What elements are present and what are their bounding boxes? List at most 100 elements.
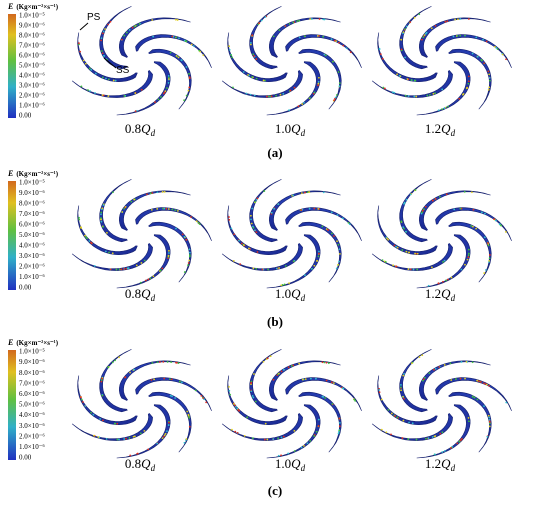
erosion-spot [420,212,423,215]
erosion-spot [97,436,100,438]
erosion-spot [185,238,188,241]
blade [268,190,341,234]
erosion-spot [123,268,126,270]
erosion-spot [78,216,80,219]
erosion-spot [380,428,383,431]
erosion-spot [167,81,170,84]
erosion-spot [483,405,485,408]
erosion-spot [95,72,97,75]
erosion-spot [251,76,253,78]
erosion-spot [410,79,413,81]
erosion-spot [188,416,191,419]
erosion-spot [318,35,320,37]
erosion-spot [192,45,195,47]
erosion-spot [403,397,405,400]
blade [222,66,303,98]
erosion-spot [102,419,104,422]
colorbar-tick-label: 4.0×10⁻⁶ [19,72,45,80]
erosion-spot [113,422,116,425]
erosion-spot [483,236,486,239]
erosion-spot [467,18,470,20]
erosion-spot [341,217,344,220]
erosion-spot [154,101,156,104]
erosion-spot [459,377,462,380]
erosion-spot [179,380,181,383]
erosion-spot [485,383,488,386]
erosion-spot [177,362,180,365]
erosion-spot [485,269,487,271]
erosion-spot [80,227,83,229]
erosion-spot [404,56,407,59]
erosion-spot [405,250,408,253]
erosion-spot [109,20,112,23]
symbol: E [7,338,13,347]
erosion-spot [278,29,281,32]
erosion-spot [256,251,259,253]
erosion-spot [309,97,311,99]
erosion-spot [151,192,154,194]
erosion-spot [162,92,165,95]
hub [276,394,304,416]
colorbar-tick-label: 1.0×10⁻⁶ [19,443,45,451]
erosion-spot [89,90,91,92]
erosion-spot [318,18,321,20]
erosion-spot [270,211,273,214]
erosion-spot [406,78,409,80]
annotation: SS [116,65,130,76]
blade [435,377,512,412]
erosion-spot [175,227,177,230]
erosion-spot [246,416,249,419]
erosion-spot [405,230,407,233]
erosion-spot [174,209,177,212]
colorbar-tick-label: 5.0×10⁻⁶ [19,62,45,70]
erosion-spot [150,209,153,211]
colorbar-tick-label: 9.0×10⁻⁶ [19,22,45,30]
erosion-spot [458,97,461,100]
colorbar-tick-label: 8.0×10⁻⁶ [19,369,45,377]
erosion-spot [190,216,192,218]
erosion-spot [181,381,183,384]
erosion-spot [456,34,459,37]
erosion-spot [303,35,306,38]
erosion-spot [345,47,348,50]
erosion-spot [382,86,385,89]
erosion-spot [267,268,269,271]
erosion-spot [394,415,396,417]
erosion-spot [430,266,433,269]
erosion-spot [415,438,418,441]
erosion-spot [338,425,341,428]
erosion-spot [163,190,166,193]
erosion-spot [413,95,416,98]
erosion-spot [337,263,340,266]
erosion-spot [156,442,159,445]
erosion-spot [166,430,168,433]
blade [418,360,491,404]
colorbar-tick-label: 4.0×10⁻⁶ [19,242,45,250]
erosion-spot [138,23,141,25]
symbol: Q [141,286,151,301]
erosion-spot [250,382,253,385]
erosion-spot [251,34,254,37]
erosion-spot [263,438,266,441]
erosion-spot [162,207,164,210]
symbol: E [7,2,13,11]
erosion-spot [184,40,187,42]
blade [399,349,433,413]
erosion-spot [471,191,473,194]
colorbar-tick-label: 5.0×10⁻⁶ [19,401,45,409]
erosion-spot [300,446,303,449]
erosion-spot [434,435,437,437]
erosion-spot [188,86,191,89]
erosion-spot [459,18,462,20]
erosion-spot [505,58,507,61]
erosion-spot [495,47,498,49]
erosion-spot [105,77,107,80]
erosion-spot [304,191,306,194]
blade [266,60,321,116]
erosion-spot [115,268,118,271]
impeller-image [72,179,212,289]
erosion-spot [280,370,283,373]
erosion-spot [421,38,423,41]
erosion-spot [159,361,161,363]
impeller-image [372,179,512,289]
